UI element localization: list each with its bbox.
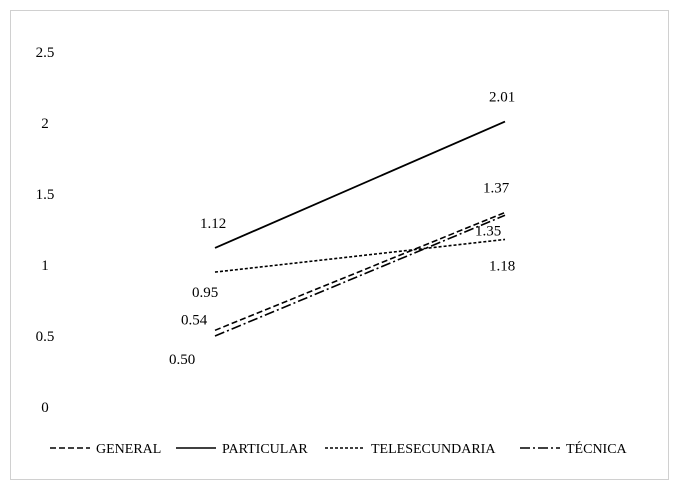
series-line-general — [214, 211, 506, 332]
y-tick-label: 2.5 — [36, 45, 55, 61]
y-tick-label: 1.5 — [36, 187, 55, 203]
data-label: 1.37 — [483, 180, 510, 196]
data-label: 0.95 — [192, 285, 218, 301]
data-label: 0.54 — [181, 312, 208, 328]
legend-label: GENERAL — [96, 442, 161, 457]
data-label: 2.01 — [489, 90, 515, 106]
series-line-técnica — [214, 214, 506, 337]
legend-label: TÉCNICA — [566, 440, 628, 457]
legend-label: PARTICULAR — [222, 442, 308, 457]
data-label: 1.35 — [475, 223, 501, 239]
y-tick-label: 2 — [41, 116, 49, 132]
legend-label: TELESECUNDARIA — [371, 442, 496, 457]
series-line-telesecundaria — [214, 238, 506, 273]
legend: GENERAL PARTICULAR TELESECUNDARIA TÉCNICA — [50, 440, 628, 457]
data-label: 1.12 — [200, 216, 226, 232]
chart-frame — [10, 10, 669, 480]
data-label: 0.50 — [169, 352, 195, 368]
y-tick-label: 0.5 — [36, 329, 55, 345]
y-tick-label: 0 — [41, 400, 49, 416]
y-tick-label: 1 — [41, 258, 49, 274]
series-lines — [214, 120, 506, 337]
series-line-particular — [214, 120, 506, 249]
y-axis-ticks: 0 0.5 1 1.5 2 2.5 — [36, 45, 55, 416]
data-label: 1.18 — [489, 258, 515, 274]
data-labels: 0.54 1.37 1.12 2.01 0.95 1.18 0.50 1.35 — [169, 90, 515, 368]
